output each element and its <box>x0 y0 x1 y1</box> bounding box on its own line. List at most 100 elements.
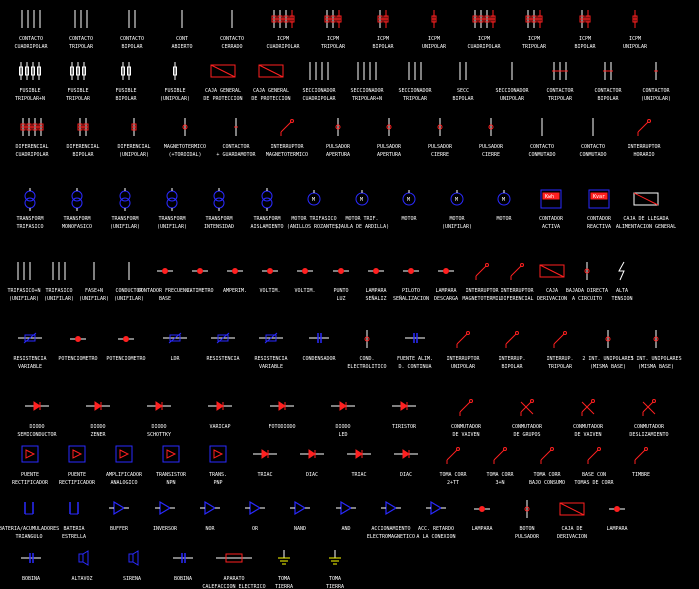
symbol-sublabel: (+TOROIDAL) <box>168 152 201 158</box>
pushbutton-close-b-icon <box>488 118 494 136</box>
svg-text:M: M <box>360 197 363 203</box>
symbol-cell: TOMA CORR BAJO CONSUMO <box>529 447 565 486</box>
symbol-label: CONDUCTOR <box>115 288 143 294</box>
symbol-label: TRANS. <box>209 472 227 478</box>
symbol-sublabel: BIPOLAR <box>115 96 137 102</box>
symbol-sublabel: DE VAIVEN <box>574 432 601 438</box>
main-protection-box-b-icon <box>258 64 284 78</box>
symbol-label: MOTOR <box>496 216 512 222</box>
svg-text:M: M <box>312 197 315 203</box>
symbol-cell: ALTA TENSION <box>611 261 633 302</box>
symbol-label: APARATO <box>223 576 244 582</box>
icpm-4pole-b-icon <box>472 10 496 28</box>
symbol-cell: INTERRUP. TRIPOLAR <box>546 331 574 370</box>
symbol-cell: BAJADA DIRECTA A CIRCUITO <box>566 262 608 302</box>
symbol-sublabel: (UNIPOLAR) <box>119 152 149 158</box>
pilot-lamp-icon <box>403 268 419 274</box>
symbol-sublabel: VARIABLE <box>259 364 283 370</box>
symbol-label: CONTACTO <box>120 36 144 42</box>
symbol-cell: TIMBRE <box>632 447 650 478</box>
symbol-label: CONTACTO <box>581 144 605 150</box>
battery-star-icon <box>69 502 79 515</box>
main-protection-box-icon <box>210 64 236 78</box>
symbol-cell: BOBINA <box>173 553 193 582</box>
symbol-cell: BATERIA ESTRELLA <box>62 502 86 540</box>
symbol-label: INTERRUPTOR <box>465 288 499 294</box>
symbol-label: BOTON <box>519 526 534 532</box>
group-switch-icon <box>520 399 534 416</box>
symbol-cell: ICPM UNIPOLAR <box>623 10 648 50</box>
symbol-label: FOTODIODO <box>268 424 295 430</box>
symbol-sublabel: DE PROTECCION <box>203 96 242 102</box>
symbol-cell: FASE+N (UNIFILAR) <box>79 262 109 302</box>
symbol-sublabel: CONMUTADO <box>579 152 606 158</box>
transformer-unifilar-icon <box>119 188 131 211</box>
symbol-cell: ICPM UNIPOLAR <box>422 10 447 50</box>
symbol-label: INTERRUPTOR <box>446 356 480 362</box>
symbol-sublabel: BIPOLAR <box>597 96 619 102</box>
symbol-label: AMPLIFICADOR <box>106 472 143 478</box>
symbol-label: INTERRUP. <box>498 356 525 362</box>
switch-3pole-icon <box>553 331 567 348</box>
symbol-label: RESISTENCIA <box>254 356 287 362</box>
symbol-label: MOTOR <box>401 216 417 222</box>
symbol-sublabel: CALEFACCION ELECTRICO <box>202 584 265 589</box>
pnp-transistor-icon <box>209 445 227 463</box>
bridge-rectifier-b-icon <box>68 445 86 463</box>
symbol-sublabel: UNIPOLAR <box>500 96 525 102</box>
symbol-cell: TRANSFORM TRIFASICO <box>16 188 44 230</box>
symbol-label: CONTACTO <box>220 36 244 42</box>
symbol-label: TRANSFORM <box>158 216 185 222</box>
symbol-label: DIAC <box>306 472 318 478</box>
lamp-icon <box>474 506 490 512</box>
symbol-cell: CONTACTOR (UNIPOLAR) <box>641 62 671 102</box>
symbol-cell: TRIAC <box>253 449 277 478</box>
symbol-sublabel: ABIERTO <box>171 44 192 50</box>
symbol-sublabel: TRIPOLAR <box>403 96 428 102</box>
symbol-sublabel: LED <box>338 432 347 438</box>
symbol-cell: NAND <box>290 500 310 532</box>
symbol-label: PUENTE <box>68 472 86 478</box>
symbol-cell: APARATO CALEFACCION ELECTRICO <box>202 553 266 589</box>
symbol-cell: 3 INT. UNIPOLARES (MISMA BASE) <box>630 330 682 370</box>
symbol-sublabel: TRIPOLAR <box>69 44 94 50</box>
magnetothermal-icon <box>182 118 188 136</box>
symbol-label: CONMUTADOR <box>512 424 543 430</box>
svg-text:Kvar: Kvar <box>593 194 605 200</box>
pushbutton-open-b-icon <box>386 118 392 136</box>
symbol-label: ICPM <box>579 36 591 42</box>
symbol-label: TRANSFORM <box>205 216 232 222</box>
symbol-sublabel: DERIVACION <box>537 296 567 302</box>
symbol-label: CAJA GENERAL <box>253 88 289 94</box>
symbol-sublabel: APERTURA <box>377 152 401 158</box>
symbol-label: INVERSOR <box>153 526 178 532</box>
symbol-sublabel: ZENER <box>90 432 106 438</box>
symbol-label: BATERIA/ACUMULADORES <box>0 526 59 532</box>
symbol-sublabel: MONOFASICO <box>62 224 92 230</box>
symbol-label: MOTOR TRIF. <box>345 216 378 222</box>
symbol-label: CAJA DE LLEGADA <box>623 216 668 222</box>
electromagnetic-relay-icon <box>381 500 401 516</box>
symbol-cell: LDR <box>163 332 187 362</box>
symbol-sublabel: DE VAIVEN <box>452 432 479 438</box>
symbol-label: BOBINA <box>174 576 192 582</box>
symbol-label: LAMPARA <box>435 288 456 294</box>
motor-unifilar-icon: M <box>450 190 464 206</box>
pull-switch-icon <box>459 399 473 416</box>
crossover-switch-b-icon <box>642 399 656 416</box>
symbol-cell: TRANSFORM AISLAMIENTO <box>250 188 284 230</box>
socket-base-icon <box>587 447 601 464</box>
symbol-sublabel: BIPOLAR <box>121 44 143 50</box>
symbol-sublabel: MAGNETOTERMIL <box>462 296 501 302</box>
symbol-cell: CONTACTO CUADRIPOLAR <box>14 10 49 50</box>
coil-icon <box>21 553 41 563</box>
symbol-sublabel: TRIPOLAR+N <box>352 96 382 102</box>
symbol-cell: FUENTE ALIM. D. CONTINUA <box>397 333 433 370</box>
symbol-sublabel: DESCARGA <box>434 296 458 302</box>
symbol-sublabel: TRIPOLAR <box>548 364 573 370</box>
symbol-label: VOLTIM. <box>259 288 280 294</box>
symbol-label: FUSIBLE <box>164 88 185 94</box>
symbol-sublabel: ANALOGICO <box>110 480 137 486</box>
op-amp-icon <box>115 445 133 463</box>
symbol-cell: INTERRUPTOR MAGNETOTERMIL <box>462 263 502 302</box>
